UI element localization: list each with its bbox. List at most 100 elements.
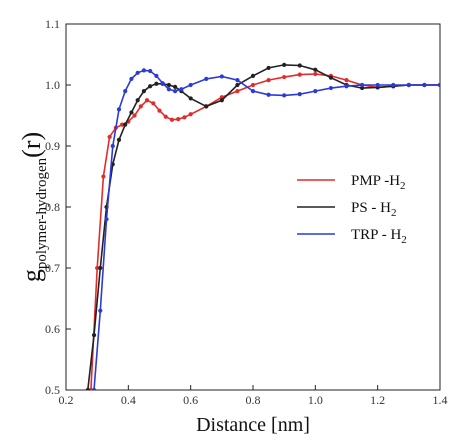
data-point	[266, 65, 271, 71]
data-point	[219, 98, 224, 103]
data-point	[148, 68, 153, 74]
x-axis-label: Distance [nm]	[196, 414, 310, 436]
data-point	[406, 82, 411, 88]
data-point	[176, 117, 181, 122]
x-tick-label: 1.0	[308, 393, 323, 407]
data-point	[235, 89, 240, 94]
data-point	[204, 104, 209, 109]
data-point	[166, 82, 171, 88]
data-point	[250, 73, 256, 78]
data-point	[116, 107, 122, 112]
y-tick-label: 0.7	[45, 261, 60, 275]
series-3	[91, 68, 440, 390]
data-point	[129, 110, 134, 115]
legend: PMP -H2 PS - H2 TRP - H2	[297, 173, 407, 246]
y-axis-label: gpolymer-hydrogen(r)	[17, 132, 50, 282]
data-point	[107, 134, 112, 139]
data-point	[182, 115, 187, 120]
data-point	[129, 76, 134, 81]
data-point	[188, 112, 193, 117]
data-point	[172, 89, 178, 94]
data-point	[151, 101, 156, 106]
data-point	[163, 114, 168, 119]
data-point	[297, 63, 302, 68]
data-point	[359, 82, 365, 88]
data-point	[328, 85, 334, 91]
data-point	[104, 217, 109, 222]
data-point	[98, 265, 103, 271]
data-point	[344, 84, 349, 89]
y-tick-label: 0.5	[45, 383, 60, 397]
data-point	[282, 62, 287, 67]
data-point	[313, 71, 318, 77]
y-tick-label: 0.9	[45, 139, 60, 153]
data-point	[313, 89, 318, 94]
data-point	[375, 82, 380, 88]
data-point	[116, 137, 122, 142]
y-axis-label-sub: polymer-hydrogen	[34, 157, 50, 269]
data-point	[166, 87, 171, 92]
data-point	[141, 89, 147, 94]
x-axis-ticks: 0.2 0.4 0.6 0.8 1.0 1.2 1.4	[59, 385, 448, 407]
data-point	[282, 74, 287, 80]
data-point	[91, 333, 97, 338]
data-point	[266, 78, 271, 83]
data-point	[188, 96, 193, 101]
data-point	[154, 81, 159, 86]
data-point	[235, 78, 240, 83]
data-point	[328, 75, 334, 80]
legend-label: PMP -H2	[351, 173, 406, 192]
legend-item: PMP -H2	[297, 173, 406, 192]
data-point	[422, 82, 427, 88]
data-point	[148, 84, 153, 89]
data-point	[235, 82, 240, 88]
data-point	[91, 387, 97, 390]
data-point	[144, 98, 150, 103]
y-tick-label: 1.0	[45, 78, 60, 92]
data-point	[138, 104, 143, 109]
data-point	[313, 67, 318, 72]
data-point	[88, 387, 94, 390]
data-point	[266, 92, 271, 97]
x-tick-label: 1.4	[433, 393, 448, 407]
data-point	[250, 89, 256, 94]
data-point	[98, 308, 103, 313]
data-point	[132, 113, 137, 118]
data-point	[179, 87, 184, 92]
series-layer	[85, 62, 440, 390]
svg-text:gpolymer-hydrogen(r): gpolymer-hydrogen(r)	[17, 132, 50, 282]
series-line	[93, 69, 440, 390]
data-point	[135, 70, 140, 75]
legend-item: TRP - H2	[297, 227, 407, 246]
x-tick-label: 0.2	[59, 393, 74, 407]
data-point	[135, 98, 140, 103]
data-point	[85, 387, 90, 390]
data-point	[344, 78, 349, 83]
data-point	[123, 122, 128, 127]
y-tick-label: 1.1	[45, 17, 60, 31]
data-point	[120, 122, 125, 127]
data-point	[110, 143, 115, 149]
data-point	[101, 174, 106, 179]
data-point	[250, 82, 256, 88]
data-point	[297, 72, 302, 77]
data-point	[188, 82, 193, 88]
data-point	[437, 82, 440, 88]
data-point	[391, 82, 396, 88]
data-point	[154, 73, 159, 78]
y-tick-label: 0.8	[45, 200, 60, 214]
data-point	[169, 117, 175, 122]
data-point	[297, 92, 302, 97]
x-tick-label: 0.6	[183, 393, 198, 407]
x-tick-label: 1.2	[370, 393, 385, 407]
legend-label: TRP - H2	[351, 227, 407, 246]
y-axis-label-main: g	[17, 269, 46, 282]
data-point	[219, 74, 224, 79]
y-tick-label: 0.6	[45, 322, 60, 336]
data-point	[123, 89, 128, 94]
data-point	[141, 68, 147, 73]
x-tick-label: 0.8	[246, 393, 261, 407]
legend-item: PS - H2	[297, 200, 397, 219]
y-axis-ticks: 0.5 0.6 0.7 0.8 0.9 1.0 1.1	[45, 17, 71, 397]
